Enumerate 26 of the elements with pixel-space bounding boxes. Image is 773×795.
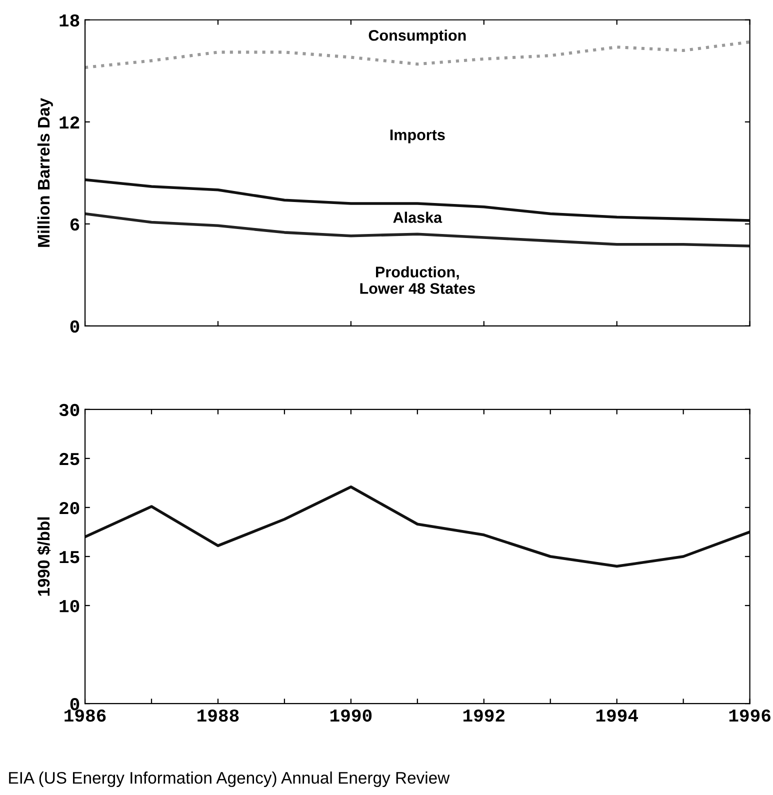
y-tick-label: 30	[59, 404, 80, 416]
line-series	[85, 485, 750, 568]
y-tick-label: 15	[60, 551, 80, 564]
x-tick-label: 1996	[729, 709, 770, 722]
y-axis-title: Million Barrels Day	[37, 98, 53, 247]
y-tick-label: 0	[70, 698, 80, 710]
y-tick-label: 18	[60, 14, 80, 27]
annotation: Production, Lower 48 States	[360, 266, 475, 294]
y-tick-label: 20	[60, 502, 80, 514]
y-tick-label: 25	[60, 452, 80, 466]
line-series	[85, 178, 750, 222]
y-tick-label: 10	[60, 600, 80, 612]
y-tick-label: 6	[70, 218, 80, 231]
annotation: Consumption	[368, 30, 466, 44]
text: EIA (US Energy Information Agency) Annual Energy Review	[9, 772, 450, 788]
annotation: Alaska	[393, 212, 442, 223]
line-series	[85, 212, 750, 248]
x-tick-label: 1990	[330, 709, 372, 722]
y-tick-label: 12	[60, 116, 80, 128]
y-axis-title: 1990 $/bbl	[37, 517, 51, 596]
x-tick-label: 1994	[596, 709, 638, 722]
x-tick-label: 1992	[463, 709, 505, 722]
x-tick-label: 1988	[198, 709, 239, 722]
y-tick-label: 0	[70, 320, 80, 333]
annotation: Imports	[390, 130, 445, 144]
x-tick-label: 1986	[64, 709, 106, 722]
